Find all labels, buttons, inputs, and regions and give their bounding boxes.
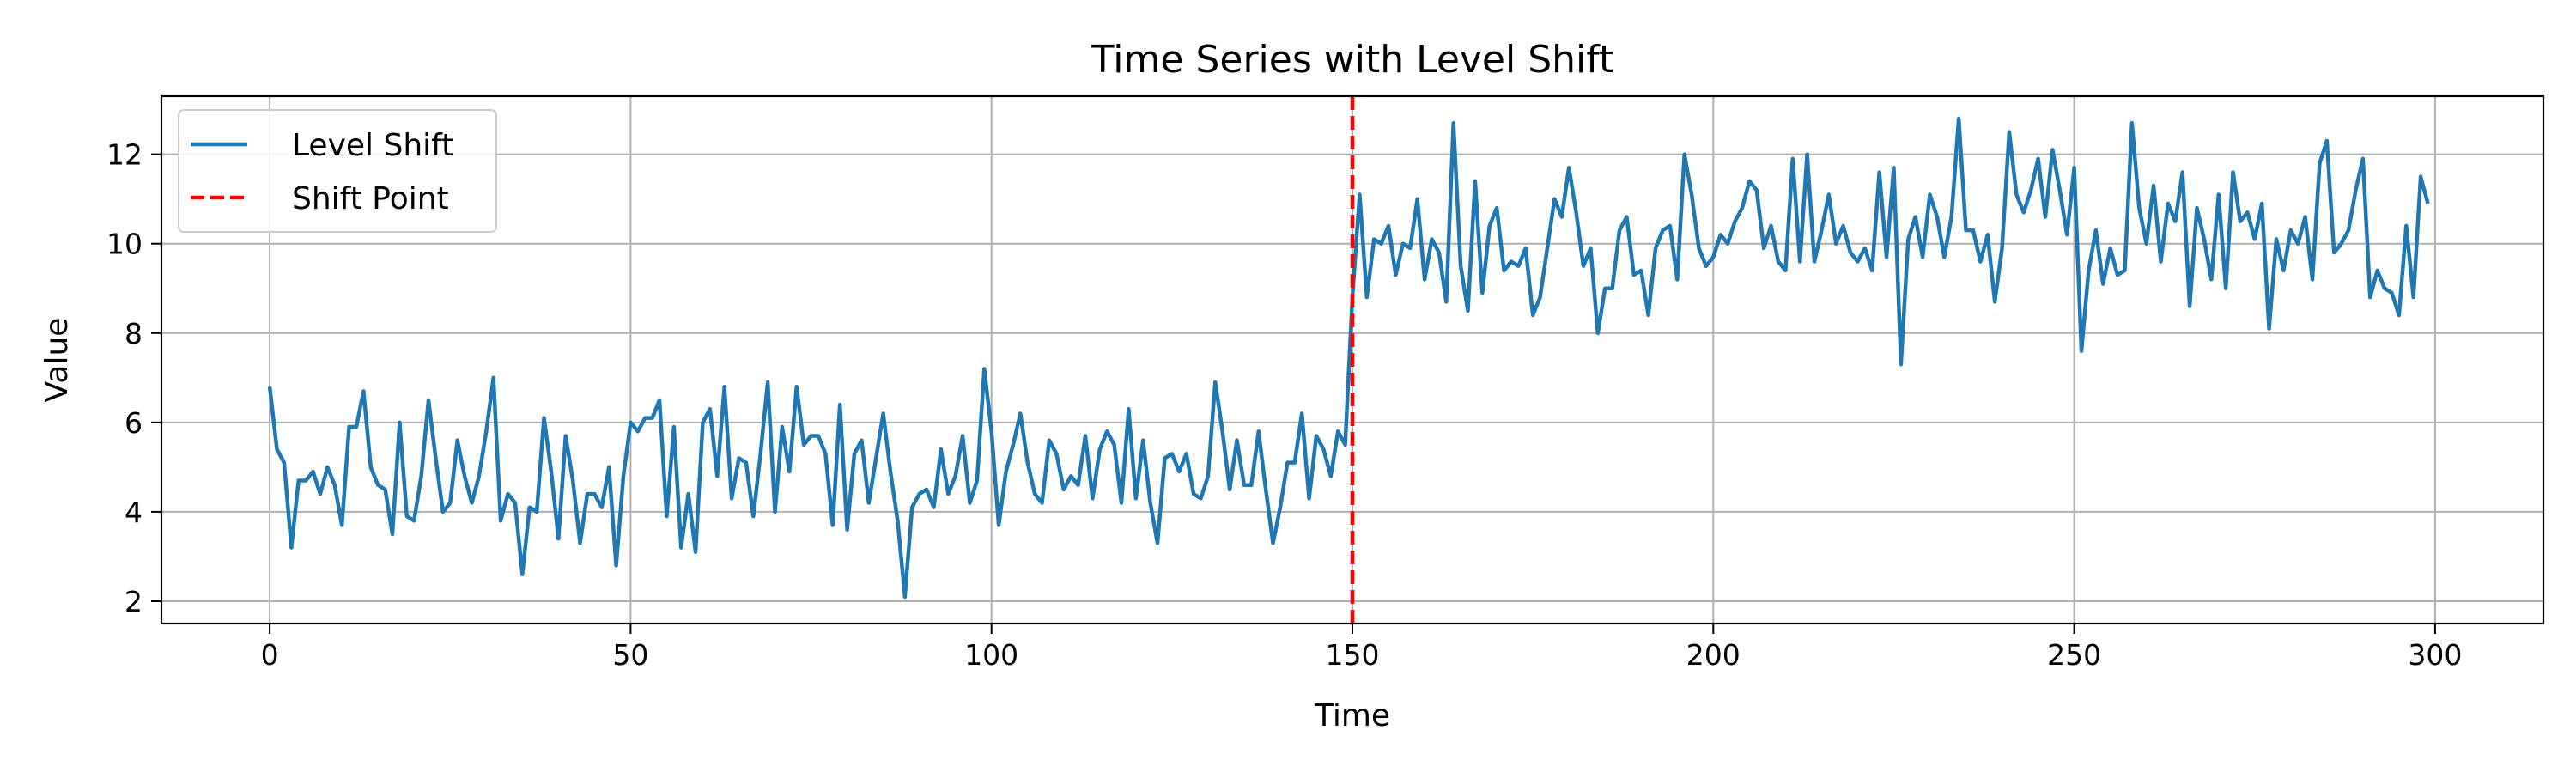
x-tick-label: 300 [2408,638,2462,672]
x-tick-label: 100 [964,638,1018,672]
x-tick-label: 250 [2047,638,2101,672]
x-tick-label: 50 [612,638,648,672]
y-tick-label: 10 [106,228,143,261]
chart-title: Time Series with Level Shift [1091,38,1613,82]
legend-box [178,109,497,233]
legend-entry-level-shift: Level Shift [292,128,453,163]
legend-entry-shift-point: Shift Point [292,181,449,216]
y-tick-label: 12 [106,138,143,172]
y-axis: 2 4 6 8 10 12 [106,138,161,618]
y-tick-label: 8 [125,317,143,350]
x-tick-label: 150 [1326,638,1380,672]
plot-area [267,96,2430,624]
y-axis-label: Value [39,318,75,403]
y-tick-label: 4 [125,496,143,529]
y-tick-label: 2 [125,585,143,618]
legend: Level Shift Shift Point [178,109,497,233]
x-tick-label: 200 [1686,638,1741,672]
series-line-level-shift [267,116,2430,600]
x-axis-label: Time [1314,698,1390,733]
y-tick-label: 6 [125,406,143,440]
x-axis: 0 50 100 150 200 250 300 [261,624,2462,672]
x-tick-label: 0 [261,638,279,672]
